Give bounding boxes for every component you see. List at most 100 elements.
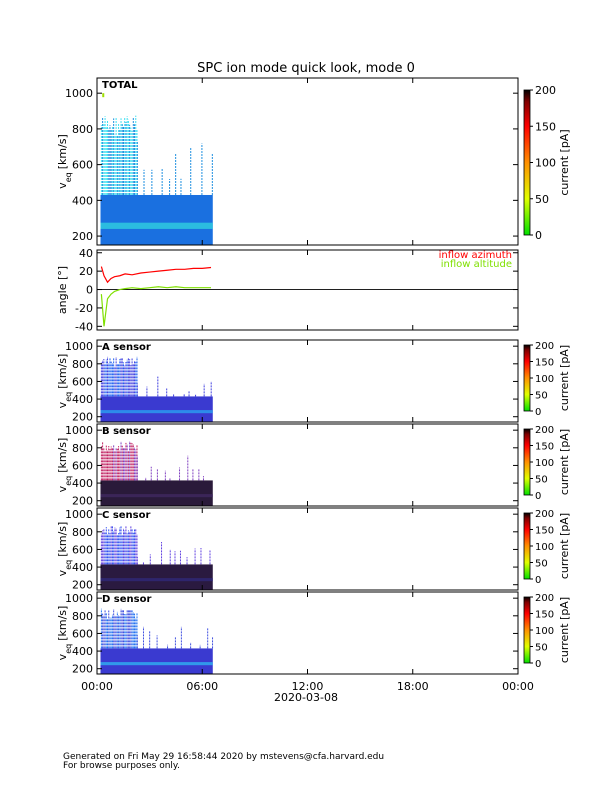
x-tick-label: 06:00 [186,680,218,693]
y-tick-label: 600 [72,627,93,640]
spectrogram-band [100,222,213,229]
colorbar-tick-label: 200 [535,425,554,436]
x-axis-label: 2020-03-08 [274,691,338,704]
y-axis-label-unit: [km/s] [56,354,69,389]
colorbar-tick-label: 100 [535,157,556,170]
plot-frame [96,77,519,246]
y-axis-label: veq [km/s] [56,438,73,493]
x-tick-label: 12:00 [292,680,324,693]
colorbar [523,596,531,664]
angle-line [100,266,212,284]
y-axis-label-sub: eq [64,172,73,182]
colorbar-tick-label: 200 [535,593,554,604]
y-tick-label: -40 [75,320,93,333]
y-tick-label: 1000 [65,508,93,521]
y-axis-label: veq [km/s] [56,354,73,409]
colorbar-tick-label: 150 [535,442,554,453]
y-tick-label: 200 [72,495,93,508]
y-tick-label: 800 [72,442,93,455]
y-tick-label: 600 [72,375,93,388]
colorbar [523,89,531,236]
y-axis-label-unit: [km/s] [56,522,69,557]
colorbar [523,512,531,580]
y-tick-label: 800 [72,123,93,136]
y-axis-label-sub: eq [64,476,73,486]
y-tick-label: 400 [72,393,93,406]
y-tick-label: 400 [72,194,93,207]
footer: For browse purposes only. [63,761,180,771]
colorbar-tick-label: 150 [535,120,556,133]
y-axis-label-sub: eq [64,560,73,570]
panel-label: B sensor [102,426,151,437]
colorbar-tick-label: 100 [535,374,554,385]
colorbar [523,344,531,412]
colorbar-label: current [pA] [558,429,571,495]
spectrogram-background [100,194,213,245]
colorbar-tick-label: 200 [535,341,554,352]
y-tick-label: 400 [72,645,93,658]
x-tick-label: 00:00 [81,680,113,693]
colorbar-tick-label: 200 [535,84,556,97]
y-tick-label: 200 [72,663,93,676]
x-tick-label: 18:00 [397,680,429,693]
y-tick-label: 0 [86,284,93,297]
colorbar-tick-label: 150 [535,610,554,621]
y-tick-label: 1000 [65,340,93,353]
colorbar-label: current [pA] [558,345,571,411]
y-axis-label-symbol: v [56,485,69,492]
spectrogram-band [100,662,213,666]
colorbar-tick-label: 50 [535,193,549,206]
y-axis-label-sub: eq [64,392,73,402]
y-axis-label: veq [km/s] [56,134,73,189]
colorbar-tick-label: 0 [535,407,541,418]
y-axis-label: veq [km/s] [56,522,73,577]
plot-frame [96,423,519,507]
spectrogram-dot [102,93,105,98]
colorbar-tick-label: 0 [535,229,542,242]
y-tick-label: 1000 [65,424,93,437]
plot-frame [96,339,519,423]
y-axis-label-unit: [km/s] [56,606,69,641]
y-axis-label-unit: [km/s] [56,134,69,169]
title: SPC ion mode quick look, mode 0 [197,61,415,76]
y-tick-label: 200 [72,230,93,243]
spectrogram-background [100,396,213,422]
y-tick-label: 800 [72,610,93,623]
y-tick-label: 200 [72,411,93,424]
panel-label: TOTAL [102,80,138,91]
y-tick-label: 600 [72,159,93,172]
y-tick-label: 800 [72,358,93,371]
y-tick-label: 20 [79,265,93,278]
plot-frame [96,249,519,331]
colorbar-tick-label: 0 [535,491,541,502]
spectrogram-background [100,564,213,590]
spectrogram-band [100,410,213,414]
legend-entry: inflow azimuth [439,250,512,261]
y-tick-label: 600 [72,543,93,556]
colorbar-tick-label: 150 [535,358,554,369]
spectrogram-band [100,578,213,582]
colorbar-tick-label: 100 [535,626,554,637]
colorbar-tick-label: 50 [535,391,548,402]
y-axis-label-sub: eq [64,644,73,654]
x-tick-label: 00:00 [502,680,534,693]
panel-label: A sensor [102,342,151,353]
y-axis-label: angle [°] [56,266,69,314]
spectrogram-band [100,494,213,498]
y-tick-label: 800 [72,526,93,539]
y-axis-label-unit: [km/s] [56,438,69,473]
colorbar-label: current [pA] [558,129,571,195]
colorbar-tick-label: 50 [535,475,548,486]
colorbar-tick-label: 0 [535,659,541,670]
y-axis-label-symbol: v [56,653,69,660]
angle-line [100,286,212,327]
colorbar-tick-label: 100 [535,458,554,469]
y-tick-label: 1000 [65,87,93,100]
y-tick-label: 40 [79,247,93,260]
plot-frame [96,591,519,675]
colorbar-tick-label: 0 [535,575,541,586]
colorbar-label: current [pA] [558,597,571,663]
colorbar-tick-label: 200 [535,509,554,520]
y-tick-label: 1000 [65,592,93,605]
